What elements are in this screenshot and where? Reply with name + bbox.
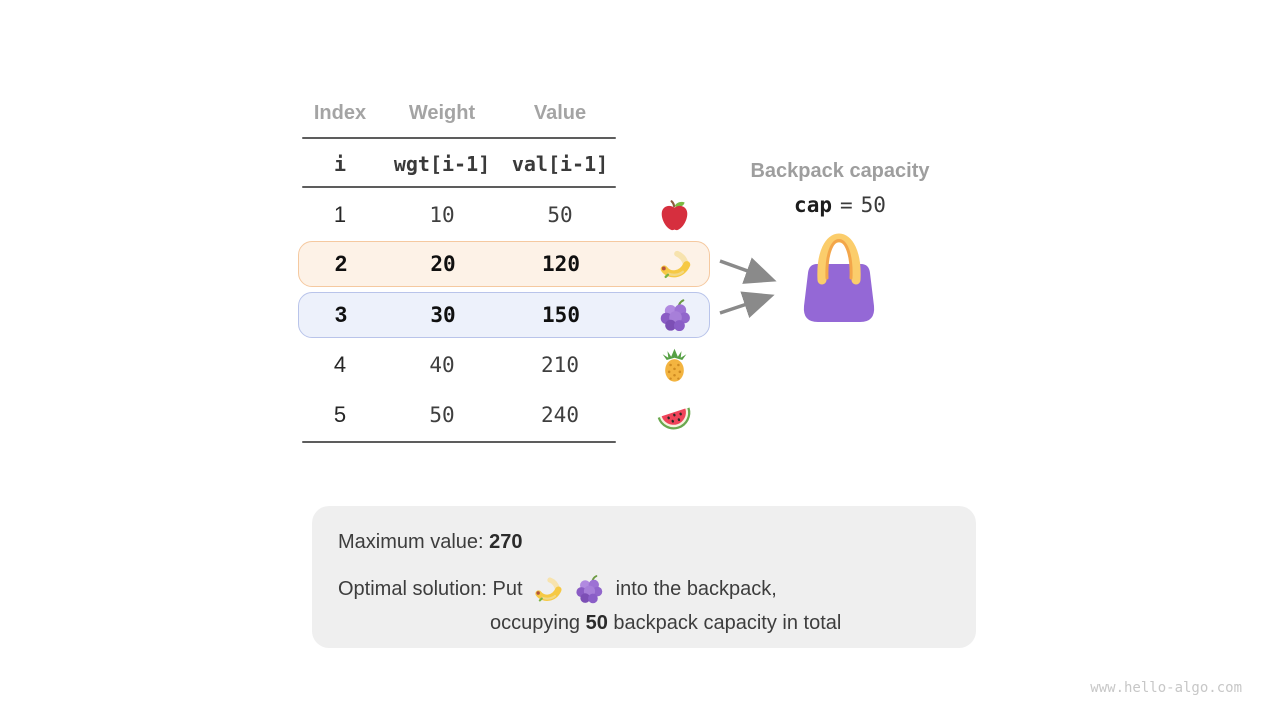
selection-arrows <box>719 257 777 319</box>
row5-index: 5 <box>333 402 347 427</box>
row2-weight: 20 <box>430 252 456 276</box>
table-rule-top <box>302 137 616 139</box>
occupy-prefix: occupying <box>490 611 586 634</box>
pineapple-icon <box>638 340 710 390</box>
var-index: i <box>333 151 347 176</box>
max-value-number: 270 <box>489 530 523 553</box>
table-row: 1 10 50 <box>298 190 710 240</box>
row1-index: 1 <box>333 202 347 227</box>
grapes-icon <box>639 293 711 337</box>
table-header-row: Index Weight Value <box>298 90 710 136</box>
row4-weight: 40 <box>429 353 455 377</box>
backpack-capacity-title: Backpack capacity <box>750 160 930 182</box>
row2-value: 120 <box>542 252 580 276</box>
arrow-grapes-to-bag <box>719 291 775 319</box>
handbag-icon <box>793 226 885 326</box>
capacity-var: cap <box>794 193 832 217</box>
max-value-line: Maximum value: 270 <box>338 524 523 560</box>
grapes-icon <box>574 574 605 605</box>
header-weight: Weight <box>408 101 476 124</box>
table-row-selected-banana: 2 20 120 <box>298 241 710 287</box>
items-table: Index Weight Value i wgt[i-1] val[i-1] 1… <box>298 90 710 445</box>
banana-icon <box>533 574 564 605</box>
table-row: 4 40 210 <box>298 340 710 390</box>
optimal-solution-suffix: into the backpack, <box>610 577 777 600</box>
apple-icon <box>638 190 710 240</box>
row3-value: 150 <box>542 303 580 327</box>
table-row: 5 50 240 <box>298 390 710 440</box>
occupy-value: 50 <box>585 611 608 634</box>
table-variable-row: i wgt[i-1] val[i-1] <box>298 140 710 187</box>
banana-icon <box>639 242 711 286</box>
header-value: Value <box>533 101 587 124</box>
table-row-selected-grapes: 3 30 150 <box>298 292 710 338</box>
optimal-solution-prefix: Optimal solution: Put <box>338 577 529 600</box>
row4-index: 4 <box>333 352 347 377</box>
header-index: Index <box>313 101 367 124</box>
max-value-label: Maximum value: <box>338 530 490 553</box>
row3-weight: 30 <box>430 303 456 327</box>
row5-value: 240 <box>541 403 579 427</box>
watermelon-icon <box>638 390 710 440</box>
arrow-banana-to-bag <box>719 257 777 284</box>
table-rule-bottom <box>302 441 616 443</box>
var-weight: wgt[i-1] <box>393 151 491 176</box>
capacity-equals: = <box>839 193 853 217</box>
capacity-value: 50 <box>860 193 886 217</box>
row4-value: 210 <box>541 353 579 377</box>
optimal-solution-line: Optimal solution: Put into the backpack, <box>338 569 777 609</box>
row2-index: 2 <box>334 251 348 276</box>
occupy-suffix: backpack capacity in total <box>607 611 842 634</box>
table-rule-middle <box>302 186 616 188</box>
capacity-code: cap = 50 <box>714 192 966 218</box>
row1-value: 50 <box>547 203 573 227</box>
occupied-capacity-line: occupying 50 backpack capacity in total <box>490 605 841 641</box>
var-value: val[i-1] <box>511 151 609 176</box>
row1-weight: 10 <box>429 203 455 227</box>
site-watermark: www.hello-algo.com <box>1090 680 1242 696</box>
result-summary-box: Maximum value: 270 Optimal solution: Put… <box>312 506 976 648</box>
row3-index: 3 <box>334 302 348 327</box>
row5-weight: 50 <box>429 403 455 427</box>
